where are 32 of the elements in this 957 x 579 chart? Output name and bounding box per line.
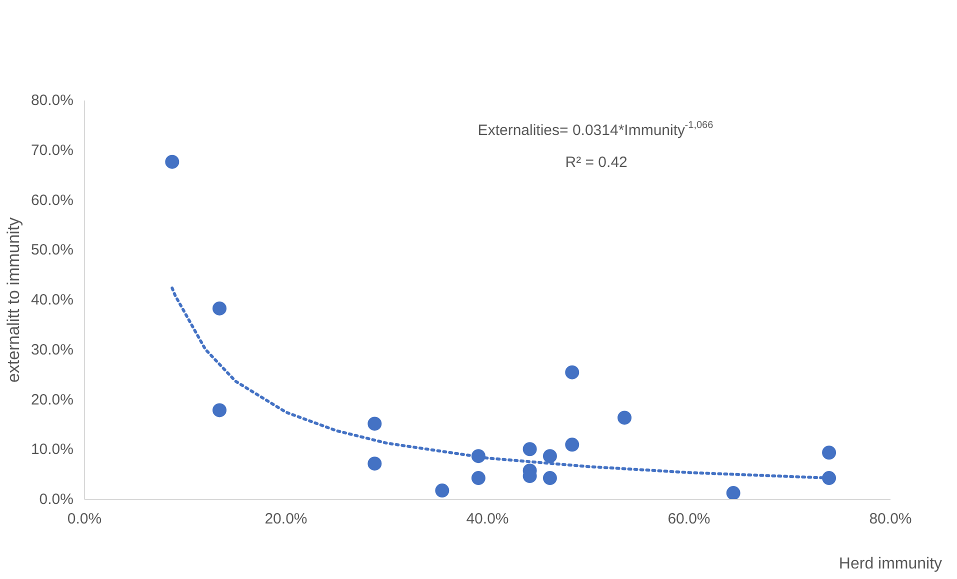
- point: [165, 154, 180, 169]
- x-axis-title: Herd immunity: [838, 556, 942, 572]
- point: [542, 471, 557, 486]
- point: [522, 442, 537, 456]
- y-tick-label: 70.0%: [30, 142, 74, 159]
- y-tick-label: 50.0%: [30, 242, 74, 259]
- x-tick-label: 40.0%: [466, 510, 509, 528]
- y-axis-title: externalitt to immunity: [4, 216, 23, 383]
- y-tick-label: 60.0%: [30, 192, 74, 209]
- x-tick-label: 80.0%: [869, 510, 912, 528]
- point: [212, 403, 227, 418]
- point: [542, 449, 557, 464]
- y-tick-label: 80.0%: [30, 92, 74, 109]
- annotation: R² = 0.42: [565, 154, 628, 171]
- point: [368, 416, 382, 431]
- y-tick-label: 30.0%: [30, 341, 74, 358]
- y-tick-label: 40.0%: [30, 292, 74, 308]
- point: [822, 446, 836, 460]
- point: [368, 456, 382, 471]
- point: [565, 365, 580, 380]
- y-tick-label: 0.0%: [39, 491, 74, 508]
- point: [726, 486, 740, 500]
- point: [212, 301, 227, 316]
- y-tick-label: 20.0%: [30, 391, 74, 408]
- point: [435, 484, 450, 498]
- point: [565, 438, 580, 452]
- x-tick-label: 60.0%: [668, 510, 710, 528]
- point: [618, 410, 632, 425]
- x-tick-label: 0.0%: [67, 510, 102, 528]
- y-tick-label: 10.0%: [30, 441, 74, 458]
- point: [471, 471, 486, 486]
- x-tick-label: 20.0%: [264, 510, 308, 528]
